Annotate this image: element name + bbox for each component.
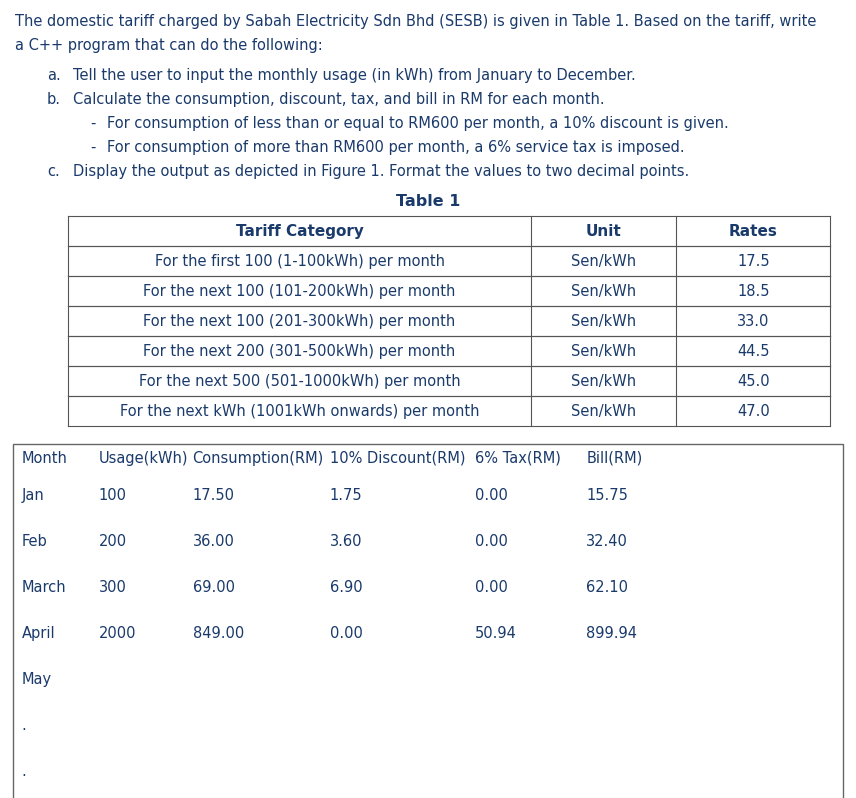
Text: 0.00: 0.00 — [475, 579, 508, 595]
Text: 0.00: 0.00 — [475, 534, 508, 548]
Text: Tell the user to input the monthly usage (in kWh) from January to December.: Tell the user to input the monthly usage… — [73, 68, 635, 83]
Text: 47.0: 47.0 — [737, 404, 770, 418]
Text: Feb: Feb — [21, 534, 47, 548]
Text: 300: 300 — [98, 579, 127, 595]
Text: 2000: 2000 — [98, 626, 136, 641]
Text: The domestic tariff charged by Sabah Electricity Sdn Bhd (SESB) is given in Tabl: The domestic tariff charged by Sabah Ele… — [15, 14, 817, 29]
Text: Sen/kWh: Sen/kWh — [571, 343, 636, 358]
Text: b.: b. — [47, 92, 61, 107]
Text: 200: 200 — [98, 534, 127, 548]
Text: 69.00: 69.00 — [193, 579, 235, 595]
Text: 17.5: 17.5 — [737, 254, 770, 268]
Text: Display the output as depicted in Figure 1. Format the values to two decimal poi: Display the output as depicted in Figure… — [73, 164, 689, 179]
Text: Bill(RM): Bill(RM) — [586, 451, 643, 465]
Text: For the next 100 (101-200kWh) per month: For the next 100 (101-200kWh) per month — [144, 283, 455, 298]
Text: 1.75: 1.75 — [330, 488, 362, 503]
Text: Sen/kWh: Sen/kWh — [571, 314, 636, 329]
Text: Sen/kWh: Sen/kWh — [571, 373, 636, 389]
Text: 44.5: 44.5 — [737, 343, 770, 358]
Text: .: . — [21, 764, 27, 779]
Text: 18.5: 18.5 — [737, 283, 770, 298]
Text: Rates: Rates — [728, 223, 778, 239]
Text: 15.75: 15.75 — [586, 488, 628, 503]
Text: 45.0: 45.0 — [737, 373, 770, 389]
Text: -: - — [90, 116, 95, 131]
Text: Unit: Unit — [586, 223, 621, 239]
Text: 3.60: 3.60 — [330, 534, 362, 548]
Text: Calculate the consumption, discount, tax, and bill in RM for each month.: Calculate the consumption, discount, tax… — [73, 92, 604, 107]
Text: 899.94: 899.94 — [586, 626, 638, 641]
Text: 32.40: 32.40 — [586, 534, 628, 548]
Text: Month: Month — [21, 451, 68, 465]
Text: 50.94: 50.94 — [475, 626, 517, 641]
Text: 6% Tax(RM): 6% Tax(RM) — [475, 451, 561, 465]
Text: 10% Discount(RM): 10% Discount(RM) — [330, 451, 465, 465]
Text: 17.50: 17.50 — [193, 488, 235, 503]
Text: March: March — [21, 579, 66, 595]
Text: For the next 500 (501-1000kWh) per month: For the next 500 (501-1000kWh) per month — [139, 373, 461, 389]
Text: -: - — [90, 140, 95, 155]
Text: Jan: Jan — [21, 488, 45, 503]
Text: a.: a. — [47, 68, 61, 83]
Text: April: April — [21, 626, 55, 641]
Text: For the next kWh (1001kWh onwards) per month: For the next kWh (1001kWh onwards) per m… — [120, 404, 479, 418]
Text: c.: c. — [47, 164, 60, 179]
Text: Sen/kWh: Sen/kWh — [571, 254, 636, 268]
Text: Sen/kWh: Sen/kWh — [571, 283, 636, 298]
Text: 100: 100 — [98, 488, 127, 503]
Text: a C++ program that can do the following:: a C++ program that can do the following: — [15, 38, 324, 53]
Text: 36.00: 36.00 — [193, 534, 235, 548]
Text: For consumption of more than RM600 per month, a 6% service tax is imposed.: For consumption of more than RM600 per m… — [107, 140, 685, 155]
Text: .: . — [21, 717, 27, 733]
Text: For the next 200 (301-500kWh) per month: For the next 200 (301-500kWh) per month — [144, 343, 455, 358]
Text: Usage(kWh): Usage(kWh) — [98, 451, 188, 465]
Text: Tariff Category: Tariff Category — [235, 223, 364, 239]
Text: Sen/kWh: Sen/kWh — [571, 404, 636, 418]
Text: May: May — [21, 671, 51, 686]
Text: Table 1: Table 1 — [395, 194, 461, 209]
Text: 849.00: 849.00 — [193, 626, 244, 641]
Text: 0.00: 0.00 — [330, 626, 362, 641]
Text: For the next 100 (201-300kWh) per month: For the next 100 (201-300kWh) per month — [144, 314, 455, 329]
Text: 62.10: 62.10 — [586, 579, 628, 595]
Bar — [13, 444, 843, 798]
Text: For the first 100 (1-100kWh) per month: For the first 100 (1-100kWh) per month — [155, 254, 444, 268]
Text: Consumption(RM): Consumption(RM) — [193, 451, 324, 465]
Text: For consumption of less than or equal to RM600 per month, a 10% discount is give: For consumption of less than or equal to… — [107, 116, 728, 131]
Text: 6.90: 6.90 — [330, 579, 362, 595]
Text: 33.0: 33.0 — [737, 314, 770, 329]
Text: 0.00: 0.00 — [475, 488, 508, 503]
